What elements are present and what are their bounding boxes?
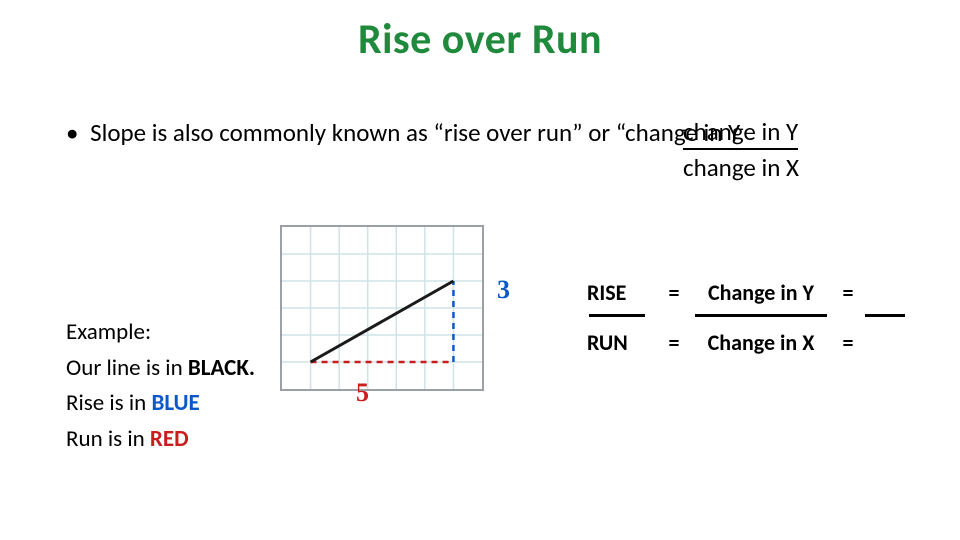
- fraction-bar-right: [865, 314, 905, 317]
- rise-label: RISE: [587, 279, 657, 306]
- fraction-top-row: RISE = Change in Y =: [587, 274, 905, 310]
- rise-value-label: 3: [497, 275, 510, 305]
- slide: Rise over Run • Slope is also commonly k…: [0, 0, 960, 540]
- blue-word: BLUE: [151, 389, 199, 417]
- bullet-text-1: Slope is also commonly known as “rise ov…: [90, 117, 740, 148]
- example-line-red: Run is in RED: [66, 422, 255, 458]
- graph-container: [280, 225, 484, 391]
- title-text: Rise over Run: [358, 14, 602, 65]
- equals-2b: =: [841, 329, 855, 356]
- equals-1b: =: [841, 279, 855, 306]
- run-value-label: 5: [356, 378, 369, 408]
- example-block: Example: Our line is in BLACK. Rise is i…: [66, 315, 255, 458]
- bullet-dot: •: [66, 117, 78, 148]
- change-in-x-label: Change in X: [691, 329, 831, 356]
- graph-grid: [282, 227, 482, 389]
- red-word: RED: [150, 425, 189, 453]
- example-label: Example:: [66, 315, 255, 351]
- equals-1a: =: [667, 279, 681, 306]
- graph-slope-line: [311, 281, 454, 362]
- run-label: RUN: [587, 329, 657, 356]
- fraction-bar-mid: [695, 314, 827, 317]
- black-word: BLACK.: [188, 354, 255, 382]
- fraction-bottom-row: RUN = Change in X =: [587, 324, 905, 360]
- fraction-block: RISE = Change in Y = RUN = Change in X =: [587, 274, 905, 360]
- slide-title: Rise over Run: [0, 14, 960, 65]
- fraction-bars: [587, 312, 905, 318]
- example-line-black: Our line is in BLACK.: [66, 351, 255, 387]
- change-in-x: change in X: [683, 152, 799, 183]
- graph-svg: [282, 227, 482, 389]
- change-in-y: change in Y: [683, 116, 798, 150]
- fraction-bar-left: [589, 314, 645, 317]
- example-line-blue: Rise is in BLUE: [66, 386, 255, 422]
- change-in-y-label: Change in Y: [691, 279, 831, 306]
- equals-2a: =: [667, 329, 681, 356]
